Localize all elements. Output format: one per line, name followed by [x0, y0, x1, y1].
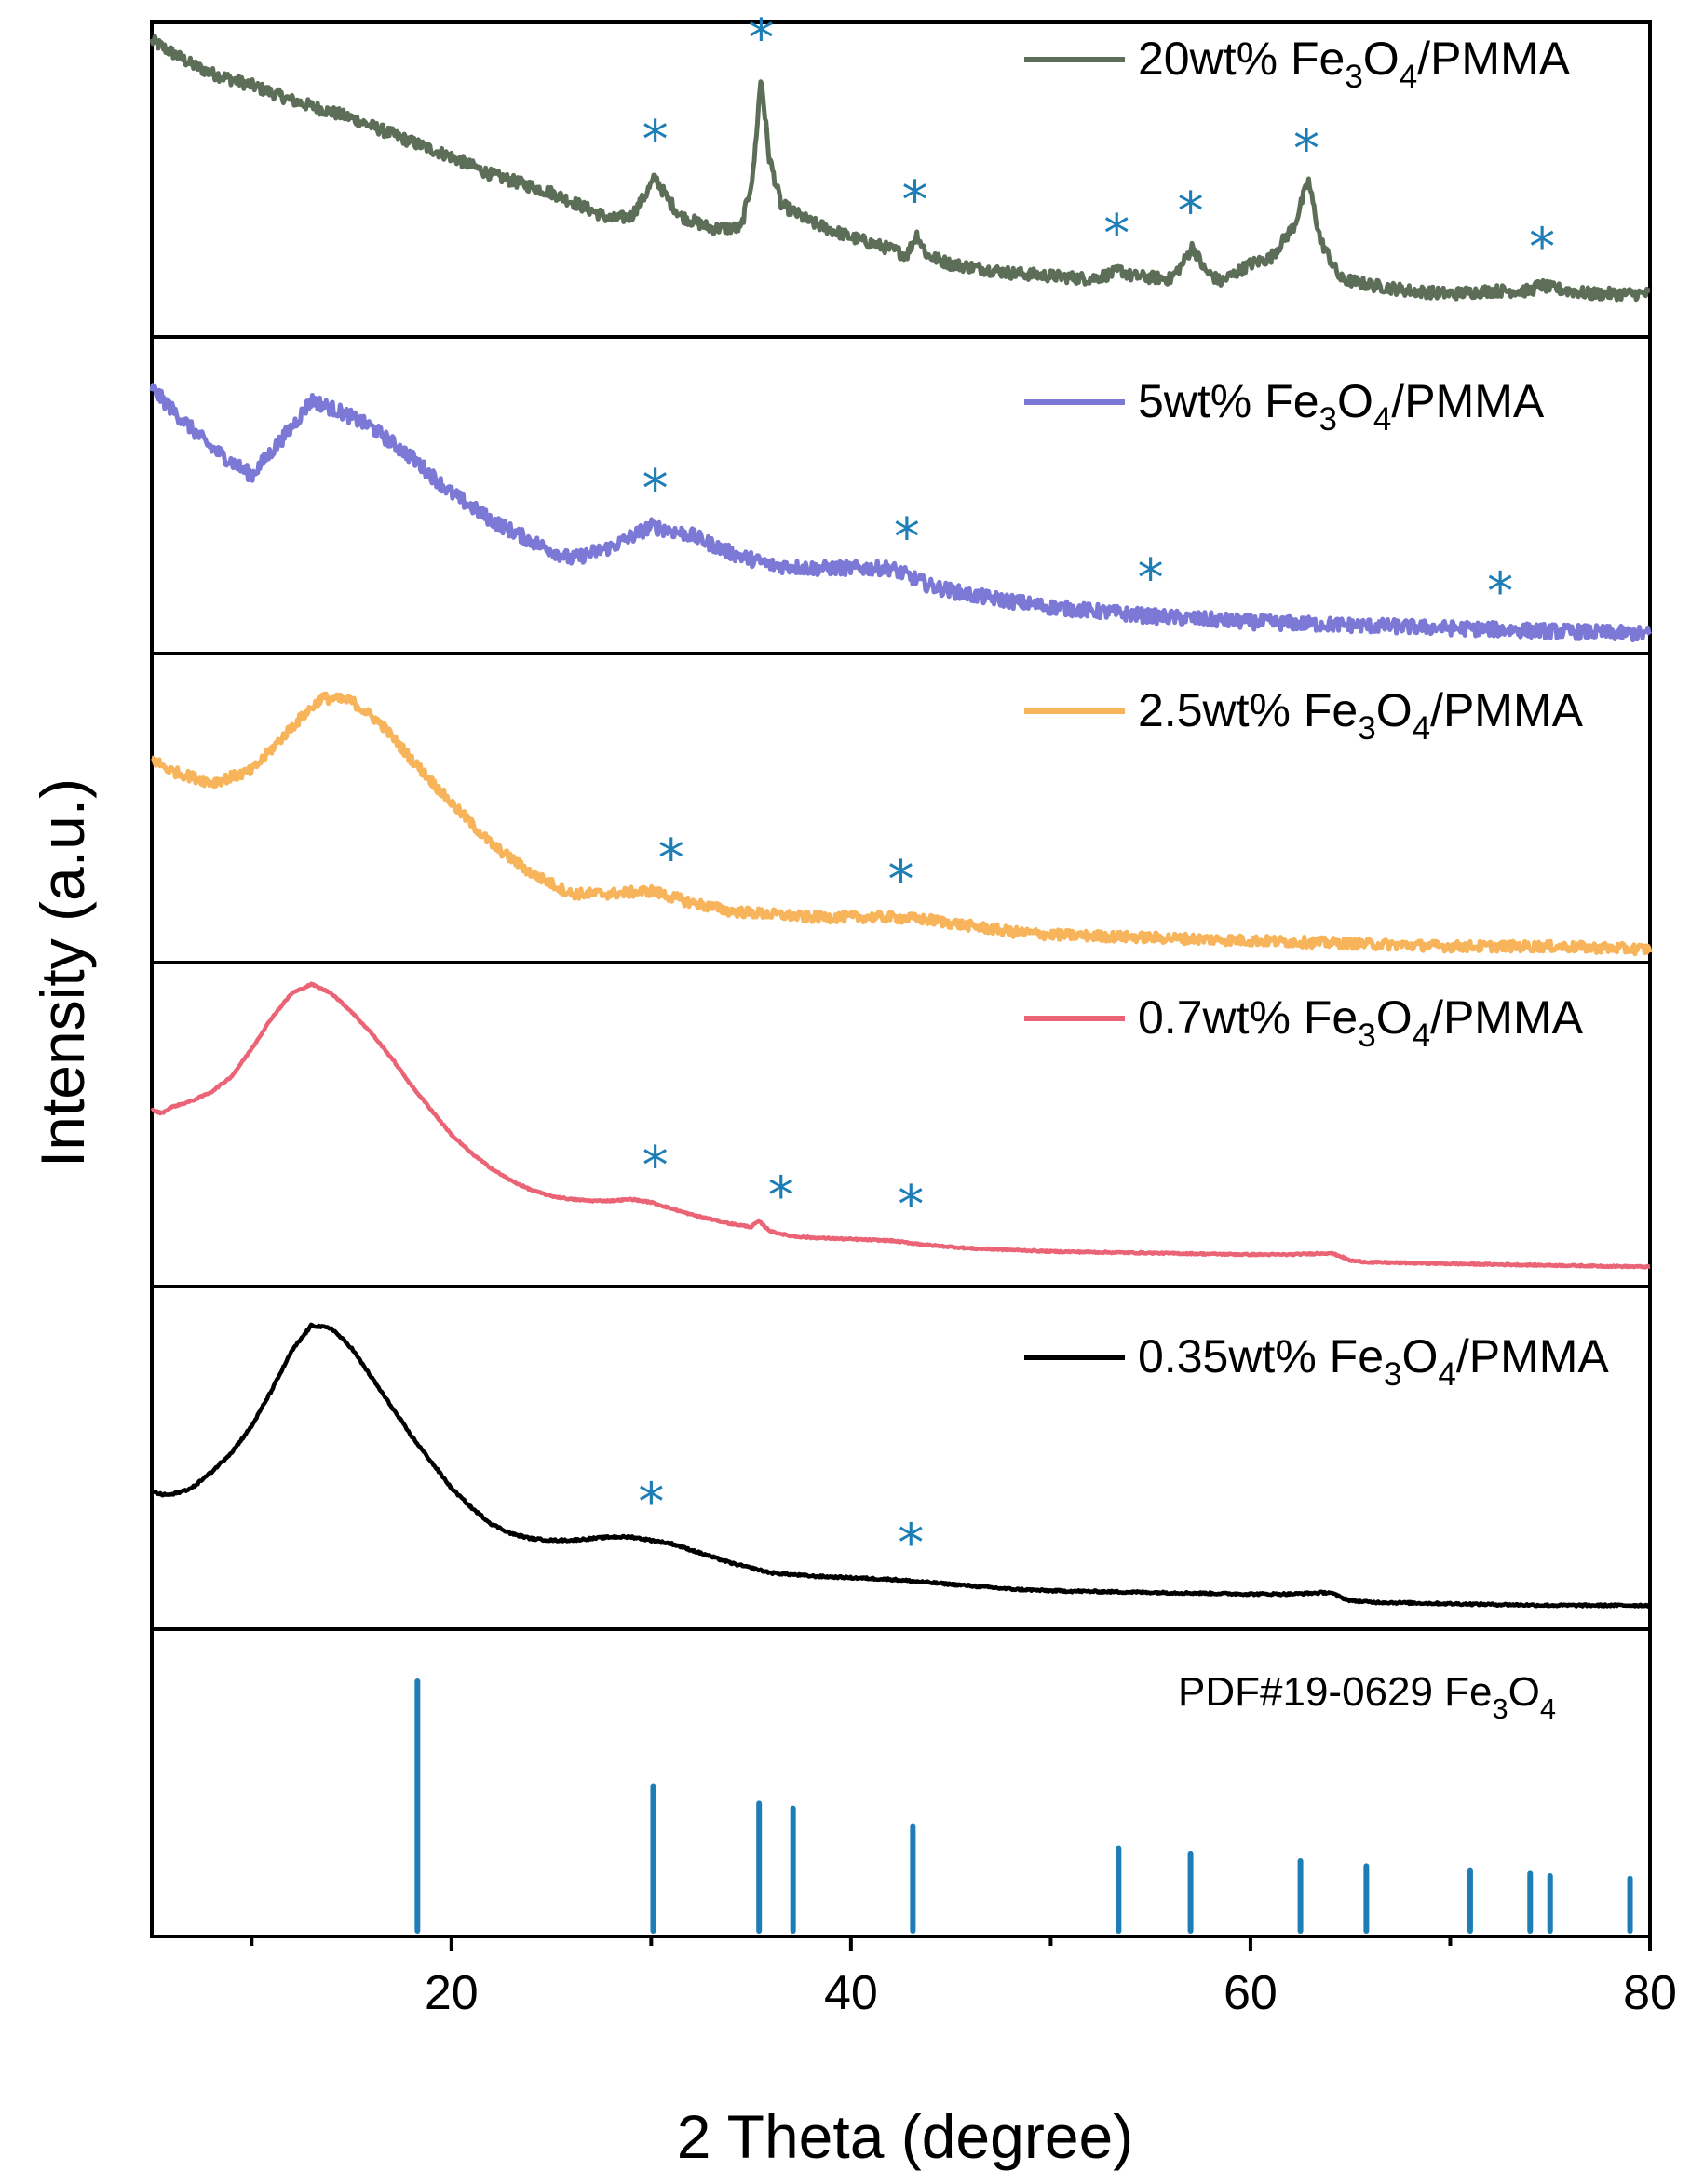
legend-text-part: 3	[1345, 59, 1362, 95]
legend-label-s5: 5wt% Fe3O4/PMMA	[1138, 375, 1545, 438]
peak-marker-star: *	[898, 1175, 924, 1235]
panel-s5: * * * * 5wt% Fe3O4/PMMA	[152, 337, 1650, 654]
peak-marker-star: *	[1487, 561, 1513, 622]
legend-text-part: 0.35wt% Fe	[1138, 1330, 1384, 1382]
reference-label: PDF#19-0629 Fe3O4	[1178, 1669, 1556, 1725]
legend-text-part: O	[1363, 33, 1400, 85]
legend-text-part: 3	[1358, 1018, 1375, 1054]
xrd-figure: Intensity (a.u.) 2 Theta (degree) **** **…	[0, 0, 1704, 2184]
peak-marker-star: *	[894, 507, 920, 568]
legend-text-part: 3	[1384, 1356, 1401, 1393]
x-tick-label: 80	[1623, 1966, 1677, 2020]
peak-marker-star: *	[642, 1136, 669, 1196]
legend-label-s07: 0.7wt% Fe3O4/PMMA	[1138, 991, 1584, 1054]
panel-s25: * * 2.5wt% Fe3O4/PMMA	[152, 654, 1650, 963]
peak-marker-star: *	[638, 1473, 664, 1533]
legend-label-s035: 0.35wt% Fe3O4/PMMA	[1138, 1330, 1609, 1393]
legend-text-part: 4	[1540, 1692, 1556, 1725]
panel-s20: * * * * * * * 20wt% Fe3O4/PMMA	[152, 8, 1650, 337]
legend-text-part: 3	[1493, 1692, 1508, 1725]
legend-text-part: PDF#19-0629 Fe	[1178, 1669, 1493, 1715]
legend-text-part: /PMMA	[1417, 33, 1571, 85]
legend-text-part: 20wt% Fe	[1138, 33, 1345, 85]
legend-text-part: /PMMA	[1456, 1330, 1610, 1382]
panel-frame	[152, 963, 1650, 1287]
legend-label-s25: 2.5wt% Fe3O4/PMMA	[1138, 684, 1584, 747]
legend-text-part: 4	[1400, 59, 1417, 95]
legend-text-part: 2.5wt% Fe	[1138, 684, 1358, 736]
legend-text-part: 4	[1373, 401, 1391, 438]
x-axis-ticks: 20 40 60 80	[251, 1936, 1677, 2020]
x-tick-label: 20	[425, 1966, 479, 2020]
peak-marker-star: *	[748, 8, 774, 69]
x-axis-title: 2 Theta (degree)	[677, 2102, 1133, 2171]
legend-text-part: O	[1337, 375, 1373, 427]
legend-text-part: 3	[1319, 401, 1337, 438]
panel-s07: * * * 0.7wt% Fe3O4/PMMA	[152, 963, 1650, 1287]
peak-marker-star: *	[1178, 182, 1204, 242]
panels: **** ***20wt% Fe3O4/PMMA*** *5wt% Fe3O4/PM…	[152, 8, 1650, 1936]
peak-marker-star: *	[1529, 218, 1555, 278]
peak-marker-star: *	[1293, 119, 1319, 180]
legend-text-part: /PMMA	[1391, 375, 1545, 427]
legend-text-part: 3	[1358, 710, 1375, 747]
legend-text-part: 4	[1438, 1356, 1455, 1393]
peak-marker-star: *	[898, 1513, 924, 1573]
legend-text-part: 4	[1413, 710, 1430, 747]
peak-marker-star: *	[642, 459, 669, 519]
legend-text-part: O	[1376, 991, 1413, 1044]
legend-label-s20: 20wt% Fe3O4/PMMA	[1138, 33, 1571, 95]
legend-text-part: 0.7wt% Fe	[1138, 991, 1358, 1044]
peak-marker-star: *	[642, 110, 669, 170]
peak-marker-star: *	[658, 829, 684, 889]
legend-text-part: /PMMA	[1430, 684, 1584, 736]
legend-text-part: O	[1401, 1330, 1438, 1382]
y-axis-title: Intensity (a.u.)	[28, 778, 97, 1167]
peak-marker-star: *	[888, 850, 914, 910]
peak-marker-star: *	[902, 170, 928, 231]
x-tick-label: 40	[824, 1966, 878, 2020]
legend-text-part: 4	[1413, 1018, 1430, 1054]
peak-marker-star: *	[768, 1166, 794, 1226]
panel-reference: PDF#19-0629 Fe3O4	[152, 1629, 1650, 1936]
peak-marker-star: *	[1138, 548, 1164, 609]
legend-text-part: /PMMA	[1430, 991, 1584, 1044]
peak-marker-star: *	[1103, 204, 1129, 264]
legend-text-part: O	[1508, 1669, 1540, 1715]
x-tick-label: 60	[1224, 1966, 1278, 2020]
legend-text-part: 5wt% Fe	[1138, 375, 1319, 427]
panel-s035: * * 0.35wt% Fe3O4/PMMA	[152, 1287, 1650, 1629]
legend-text-part: O	[1376, 684, 1413, 736]
